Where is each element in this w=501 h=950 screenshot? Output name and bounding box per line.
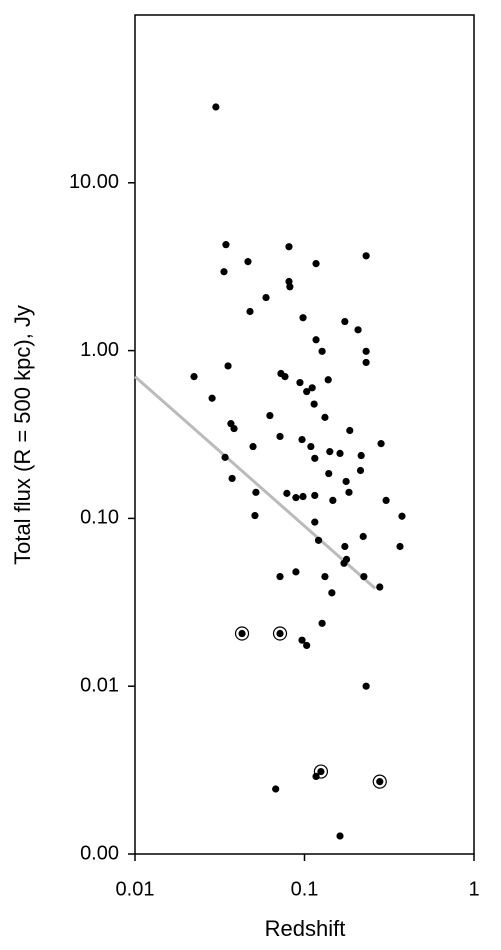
point	[296, 378, 304, 387]
point	[311, 518, 319, 526]
point	[340, 559, 348, 567]
point	[318, 347, 326, 355]
y-axis-label: Total flux (R = 500 kpc), Jy	[10, 305, 35, 565]
point	[299, 314, 307, 322]
point	[276, 629, 284, 638]
x-axis-label: Redshift	[265, 916, 346, 941]
point	[252, 488, 260, 496]
point	[362, 358, 370, 367]
point	[298, 435, 306, 444]
point	[222, 241, 230, 249]
point	[312, 259, 320, 268]
point	[317, 767, 325, 776]
point	[362, 347, 370, 355]
point	[312, 336, 320, 344]
point	[321, 572, 329, 581]
point	[314, 536, 323, 544]
y-tick-label: 10.00	[69, 171, 119, 193]
point	[230, 424, 238, 433]
point	[362, 682, 370, 690]
x-tick-label: 0.01	[116, 878, 155, 900]
point	[382, 496, 390, 505]
point	[342, 477, 350, 486]
point	[376, 583, 384, 591]
point	[307, 442, 315, 451]
point	[377, 440, 385, 448]
point	[329, 496, 337, 505]
point	[341, 317, 349, 326]
point	[318, 619, 326, 627]
point	[249, 442, 257, 451]
point	[286, 283, 294, 291]
x-tick-label: 1	[468, 878, 479, 900]
point	[292, 568, 300, 576]
y-tick-label: 0.00	[80, 842, 119, 864]
point	[357, 451, 365, 460]
point	[303, 387, 311, 396]
y-tick-label: 0.10	[80, 507, 119, 529]
point	[299, 492, 307, 501]
point	[345, 488, 353, 496]
point-ring	[313, 764, 329, 779]
point	[262, 293, 270, 302]
point	[276, 432, 284, 441]
point	[272, 785, 280, 793]
point	[311, 491, 319, 500]
point	[346, 426, 354, 435]
point	[341, 542, 349, 551]
plot-frame	[134, 14, 475, 855]
point	[376, 778, 384, 786]
point	[362, 252, 370, 260]
point	[283, 489, 291, 497]
point	[311, 454, 319, 462]
point	[228, 474, 236, 483]
trend-line	[134, 375, 377, 590]
point	[220, 268, 228, 276]
point	[190, 372, 198, 381]
point	[360, 572, 368, 581]
point	[321, 413, 329, 421]
point	[328, 589, 336, 597]
point	[336, 449, 344, 457]
point	[298, 636, 306, 644]
y-tick-label: 1.00	[80, 339, 119, 361]
point	[292, 494, 300, 502]
point	[224, 362, 232, 370]
y-tick-label: 0.01	[80, 674, 119, 696]
point	[310, 400, 318, 408]
point	[359, 532, 367, 541]
point	[325, 469, 333, 478]
point	[398, 512, 406, 520]
point	[336, 832, 344, 840]
point	[276, 572, 284, 581]
point	[285, 243, 293, 251]
point	[308, 384, 316, 392]
point-ring	[372, 774, 387, 789]
point	[246, 307, 254, 316]
point	[354, 326, 362, 334]
point	[266, 411, 274, 420]
point-ring	[234, 626, 250, 641]
point	[324, 376, 332, 384]
point	[356, 466, 365, 475]
point	[208, 394, 216, 402]
point	[238, 629, 246, 638]
point	[251, 511, 259, 520]
point	[281, 372, 289, 381]
point	[244, 258, 252, 266]
point	[396, 542, 404, 551]
point-ring	[272, 626, 288, 641]
point	[303, 641, 311, 650]
point	[212, 103, 220, 111]
point	[326, 448, 334, 456]
point	[221, 453, 229, 461]
x-tick-label: 0.1	[291, 878, 319, 900]
